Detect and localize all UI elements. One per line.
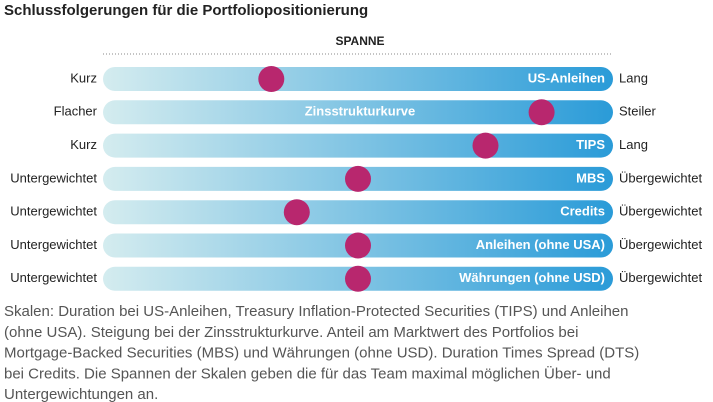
right-label: Übergewichtet xyxy=(619,237,702,252)
left-label: Kurz xyxy=(70,70,97,85)
chart-title: Schlussfolgerungen für die Portfolioposi… xyxy=(4,2,368,19)
bar-label: MBS xyxy=(576,170,605,185)
bar-label: Credits xyxy=(560,204,605,219)
footnote: Untergewichtungen an. xyxy=(4,386,158,402)
header: SPANNE xyxy=(335,34,384,48)
bar-label: Währungen (ohne USD) xyxy=(459,270,605,285)
right-label: Lang xyxy=(619,137,648,152)
position-dot xyxy=(258,66,285,92)
left-label: Untergewichtet xyxy=(10,237,97,252)
right-label: Lang xyxy=(619,70,648,85)
left-label: Flacher xyxy=(54,104,98,119)
right-label: Steiler xyxy=(619,104,657,119)
position-dot xyxy=(345,165,371,192)
position-dot xyxy=(528,99,555,126)
position-dot xyxy=(345,232,371,259)
bar-label: US-Anleihen xyxy=(528,70,605,85)
position-dot xyxy=(345,265,371,292)
left-label: Untergewichtet xyxy=(10,204,97,219)
right-label: Übergewichtet xyxy=(619,270,702,285)
range-bar xyxy=(103,67,613,91)
left-label: Untergewichtet xyxy=(10,170,97,185)
footnote: Skalen: Duration bei US-Anleihen, Treasu… xyxy=(4,303,629,320)
position-dot xyxy=(472,132,499,159)
footnote: bei Credits. Die Spannen der Skalen gebe… xyxy=(4,364,611,382)
position-dot xyxy=(283,199,310,226)
range-bar xyxy=(103,100,613,125)
bar-label: TIPS xyxy=(576,137,605,152)
right-label: Übergewichtet xyxy=(619,170,702,185)
footnote: (ohne USA). Steigung bei der Zinsstruktu… xyxy=(4,324,578,341)
left-label: Untergewichtet xyxy=(10,270,97,285)
left-label: Kurz xyxy=(70,137,97,152)
range-bar xyxy=(103,200,613,225)
right-label: Übergewichtet xyxy=(619,204,702,219)
footnote: Mortgage-Backed Securities (MBS) und Wäh… xyxy=(4,345,639,362)
bar-label: Zinsstrukturkurve xyxy=(305,104,416,119)
range-bar xyxy=(103,133,613,158)
bar-label: Anleihen (ohne USA) xyxy=(476,237,605,252)
